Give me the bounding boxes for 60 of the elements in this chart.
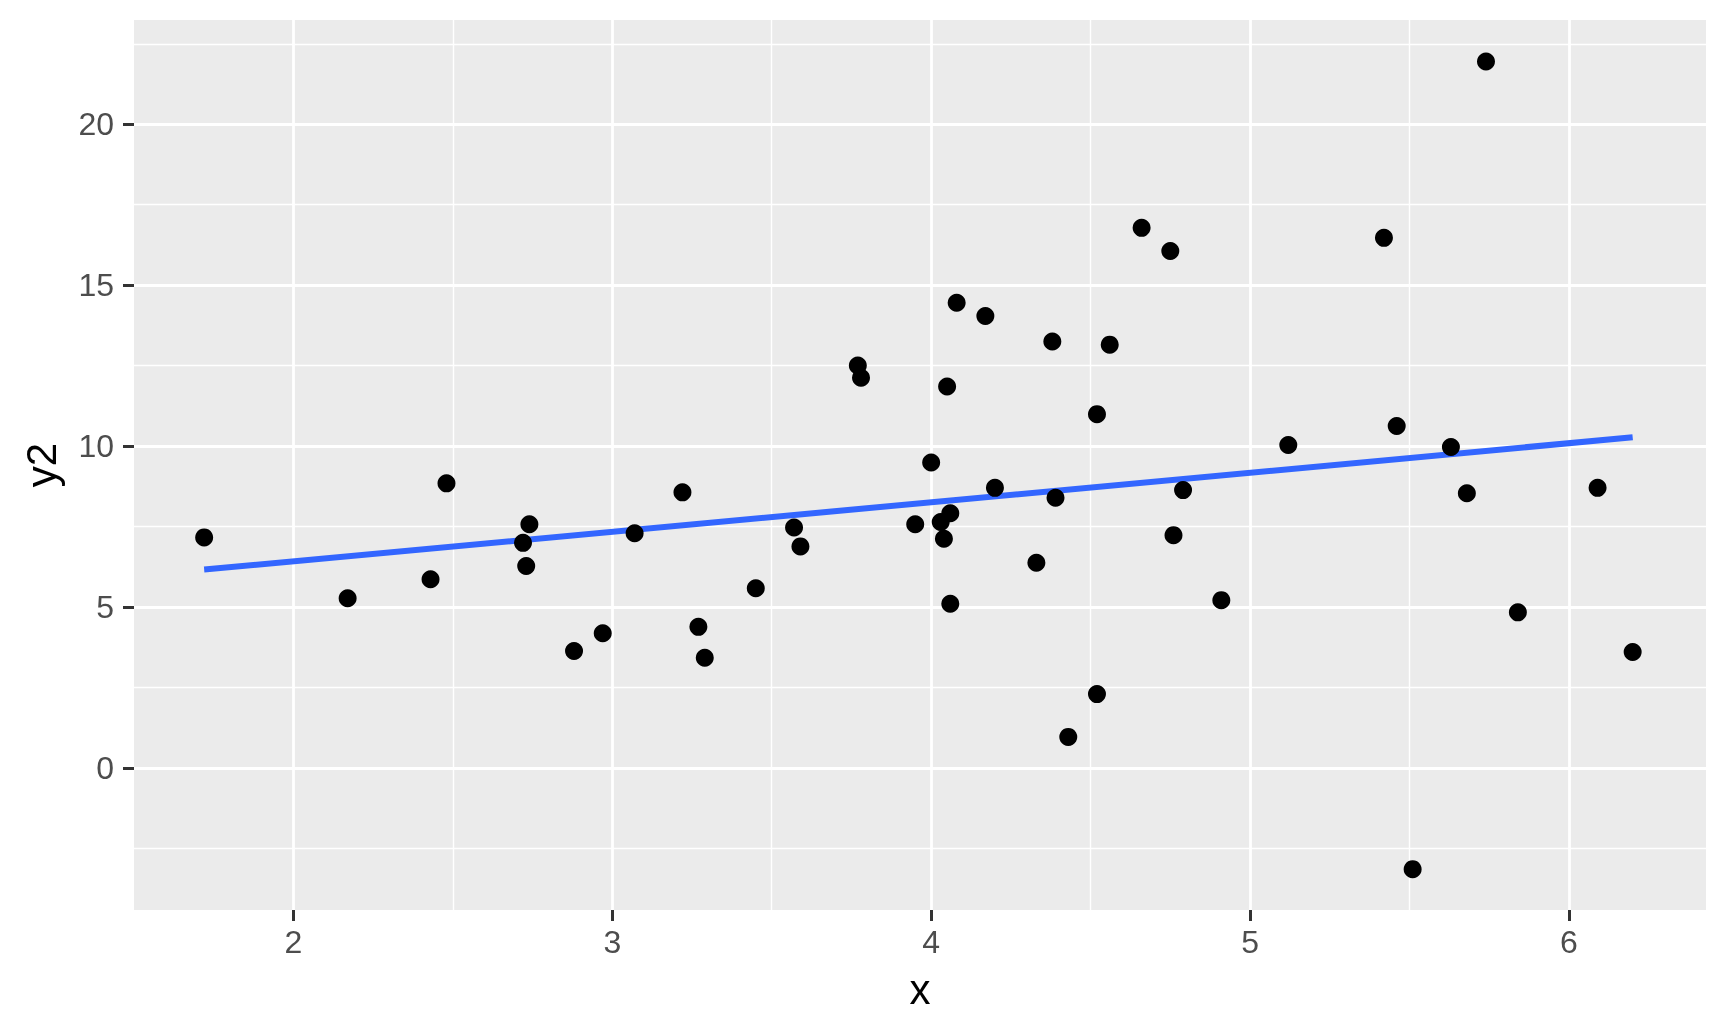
point: [1059, 727, 1078, 746]
point: [673, 483, 692, 502]
point: [437, 474, 456, 493]
point: [1279, 436, 1298, 455]
point: [1441, 437, 1460, 456]
point: [941, 594, 960, 613]
point: [195, 528, 214, 547]
point: [947, 293, 966, 312]
y-tick-label: 0: [96, 749, 114, 786]
y-tick-label: 15: [78, 267, 114, 304]
point: [1212, 591, 1231, 610]
y-tick-label: 20: [78, 106, 114, 143]
point: [791, 537, 810, 556]
point: [976, 307, 995, 326]
point: [1164, 526, 1183, 545]
point: [1132, 218, 1151, 237]
x-tick-label: 2: [284, 924, 303, 960]
point: [985, 478, 1004, 497]
point: [593, 624, 612, 643]
point: [1477, 52, 1495, 71]
x-tick-label: 4: [922, 924, 941, 960]
point: [922, 453, 941, 472]
point: [1100, 335, 1119, 354]
point: [1588, 478, 1607, 497]
y-tick-label: 5: [96, 588, 114, 625]
point: [565, 641, 584, 660]
point: [1508, 603, 1527, 622]
point: [906, 515, 925, 534]
point: [1046, 488, 1065, 507]
point: [421, 570, 440, 589]
point: [934, 529, 953, 548]
x-axis-title: x: [909, 965, 931, 1013]
point: [1043, 332, 1062, 351]
point: [1174, 481, 1193, 500]
point: [689, 617, 708, 636]
point: [514, 533, 533, 552]
x-tick-label: 6: [1559, 924, 1578, 960]
point: [938, 377, 957, 396]
point: [1027, 553, 1046, 572]
point: [1161, 242, 1180, 261]
point: [1087, 405, 1106, 424]
point: [1087, 685, 1106, 704]
point: [1457, 484, 1476, 503]
point: [941, 504, 960, 523]
point: [852, 368, 871, 387]
point: [785, 518, 804, 537]
x-tick-label: 5: [1241, 924, 1259, 960]
point: [1623, 642, 1642, 661]
y-axis-title: y2: [17, 442, 65, 488]
point: [520, 515, 539, 534]
point: [746, 579, 765, 598]
y-tick-label: 10: [78, 428, 114, 465]
x-tick-label: 3: [603, 924, 622, 960]
point: [517, 557, 536, 576]
point: [625, 524, 644, 543]
point: [1387, 417, 1406, 436]
point: [1374, 228, 1393, 247]
point: [338, 589, 357, 608]
point: [695, 648, 714, 667]
point: [1403, 860, 1422, 879]
